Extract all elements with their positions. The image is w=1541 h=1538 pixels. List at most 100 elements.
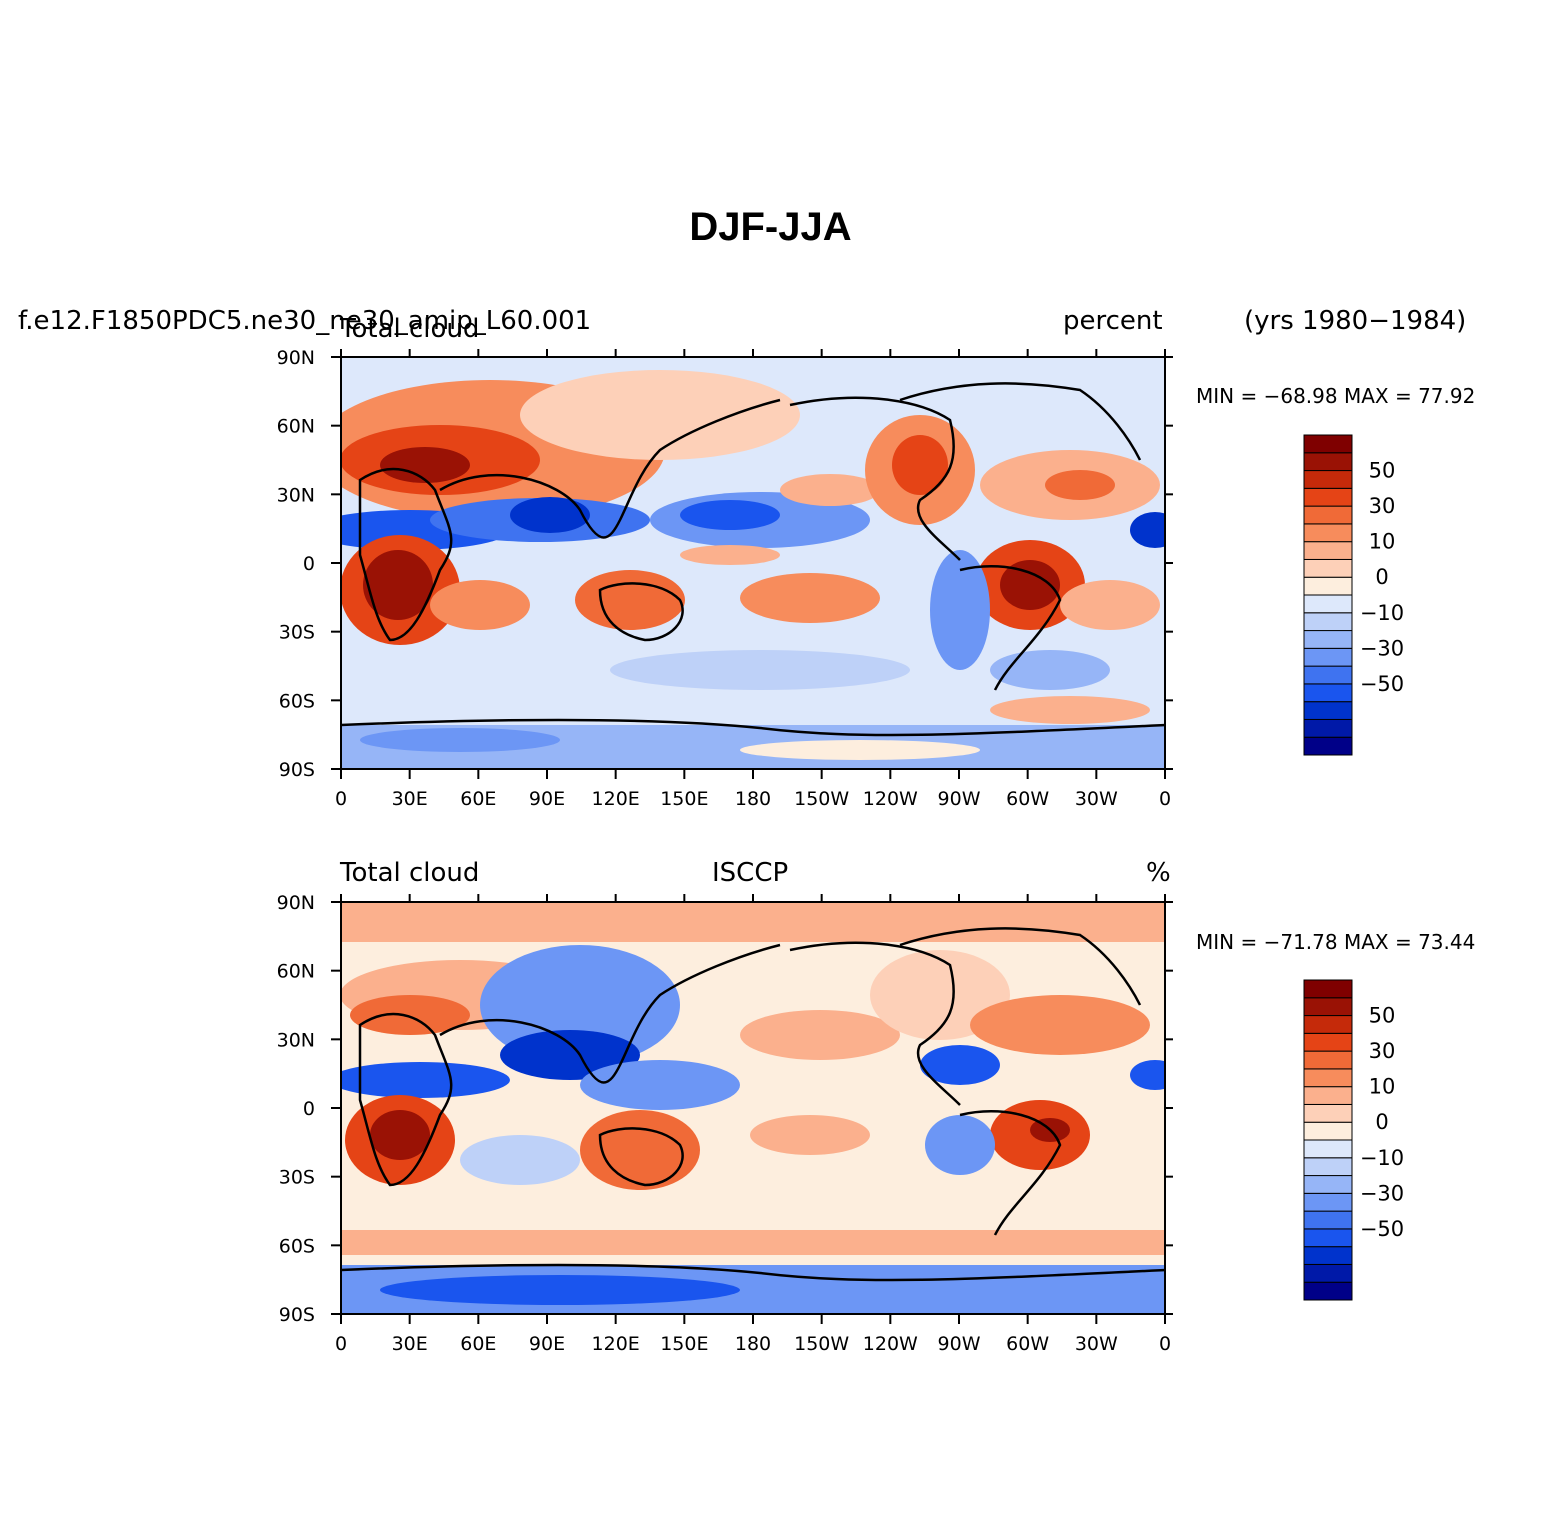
panel1-x-tick-label: 150W bbox=[794, 788, 849, 810]
colorbar-2: 50 30 10 0 −10 −30 −50 bbox=[1303, 979, 1404, 1301]
panel1-units-label: percent bbox=[1063, 306, 1163, 336]
colorbar1-box bbox=[1303, 718, 1353, 738]
colorbar2-box bbox=[1303, 979, 1353, 999]
panel2-coastlines bbox=[341, 927, 1165, 1282]
panel1-y-tick-label: 90S bbox=[279, 759, 315, 781]
colorbar2-box bbox=[1303, 1050, 1353, 1070]
panel2-variable-label: Total cloud bbox=[340, 858, 480, 888]
panel2-axis-ticks: 0 30E 60E 90E 120E 150E 180 150W 120W 90W 60W 30W 09… bbox=[277, 892, 1173, 1355]
colorbar1-box bbox=[1303, 683, 1353, 703]
colorbar2-box bbox=[1303, 1139, 1353, 1159]
panel1-contour-field bbox=[341, 357, 1165, 769]
colorbar1-label: 10 bbox=[1369, 530, 1396, 554]
panel2-x-tick-label: 0 bbox=[1159, 1333, 1171, 1355]
colorbar1-box bbox=[1303, 701, 1353, 720]
panel1-x-tick-label: 120E bbox=[592, 788, 640, 810]
panel1-x-tick-label: 30E bbox=[392, 788, 428, 810]
panel2-source-label: ISCCP bbox=[712, 858, 789, 888]
panel1-y-tick-label: 60N bbox=[277, 416, 315, 438]
colorbar1-box bbox=[1303, 558, 1353, 578]
panel1-y-tick-label: 60S bbox=[279, 690, 315, 712]
panel2-x-tick-label: 180 bbox=[735, 1333, 771, 1355]
panel1-x-tick-label: 30W bbox=[1075, 788, 1118, 810]
panel2-y-tick-label: 60S bbox=[279, 1235, 315, 1257]
colorbar2-box bbox=[1303, 1263, 1353, 1283]
colorbar1-box bbox=[1303, 630, 1353, 649]
map-panel-1: 0 30E 60E 90E 120E 150E 180 150W 120W 90W 60W 30W 09… bbox=[277, 347, 1173, 810]
panel2-units-label: % bbox=[1146, 858, 1171, 888]
panel1-y-tick-label: 0 bbox=[303, 553, 315, 575]
colorbar2-label: 10 bbox=[1369, 1075, 1396, 1099]
colorbar2-label: 0 bbox=[1375, 1110, 1388, 1134]
colorbar1-box bbox=[1303, 523, 1353, 543]
colorbar2-label: 50 bbox=[1369, 1004, 1396, 1028]
colorbar1-box bbox=[1303, 594, 1353, 614]
panel1-x-tick-label: 120W bbox=[863, 788, 918, 810]
panel2-x-tick-label: 90W bbox=[938, 1333, 981, 1355]
colorbar1-label: −50 bbox=[1360, 672, 1404, 696]
panel2-x-tick-label: 90E bbox=[529, 1333, 565, 1355]
panel1-variable-label: Total cloud bbox=[340, 314, 480, 344]
panel2-x-tick-label: 120W bbox=[863, 1333, 918, 1355]
colorbar1-label: −10 bbox=[1360, 601, 1404, 625]
colorbar1-label: 50 bbox=[1369, 459, 1396, 483]
colorbar1-box bbox=[1303, 505, 1353, 525]
colorbar2-label: −50 bbox=[1360, 1217, 1404, 1241]
colorbar1-box bbox=[1303, 470, 1353, 489]
colorbar1-box bbox=[1303, 452, 1353, 472]
panel2-x-tick-label: 60W bbox=[1006, 1333, 1049, 1355]
figure-title: DJF-JJA bbox=[689, 205, 852, 249]
colorbar2-box bbox=[1303, 1281, 1353, 1301]
panel1-x-tick-label: 150E bbox=[660, 788, 708, 810]
panel2-contour-field bbox=[341, 902, 1165, 1314]
colorbar2-label: 30 bbox=[1369, 1039, 1396, 1063]
colorbar1-label: 30 bbox=[1369, 494, 1396, 518]
colorbar2-box bbox=[1303, 1246, 1353, 1265]
panel2-x-tick-label: 150W bbox=[794, 1333, 849, 1355]
colorbar2-box bbox=[1303, 1068, 1353, 1088]
panel2-y-tick-label: 0 bbox=[303, 1098, 315, 1120]
panel1-coastlines bbox=[341, 382, 1165, 737]
panel2-x-tick-label: 150E bbox=[660, 1333, 708, 1355]
panel1-y-tick-label: 90N bbox=[277, 347, 315, 369]
panel1-x-tick-label: 60E bbox=[460, 788, 496, 810]
panel2-x-tick-label: 30E bbox=[392, 1333, 428, 1355]
panel1-y-tick-label: 30S bbox=[279, 622, 315, 644]
panel1-x-tick-label: 0 bbox=[1159, 788, 1171, 810]
colorbar1-box bbox=[1303, 665, 1353, 685]
colorbar2-box bbox=[1303, 1192, 1353, 1212]
panel2-y-tick-label: 60N bbox=[277, 961, 315, 983]
colorbar2-box bbox=[1303, 1032, 1353, 1052]
colorbar2-box bbox=[1303, 1228, 1353, 1248]
panel2-x-tick-label: 60E bbox=[460, 1333, 496, 1355]
colorbar1-box bbox=[1303, 647, 1353, 667]
panel2-y-tick-label: 90S bbox=[279, 1304, 315, 1326]
colorbar2-box bbox=[1303, 1210, 1353, 1230]
panel1-case-label: f.e12.F1850PDC5.ne30_ne30_amip_L60.001 bbox=[18, 306, 592, 336]
colorbar2-label: −10 bbox=[1360, 1146, 1404, 1170]
colorbar2-box bbox=[1303, 1015, 1353, 1034]
panel1-years-label: (yrs 1980−1984) bbox=[1244, 306, 1467, 336]
panel2-y-tick-label: 90N bbox=[277, 892, 315, 914]
panel2-y-tick-label: 30N bbox=[277, 1029, 315, 1051]
panel2-x-tick-label: 0 bbox=[335, 1333, 347, 1355]
panel1-y-tick-label: 30N bbox=[277, 484, 315, 506]
map-panel-2: 0 30E 60E 90E 120E 150E 180 150W 120W 90W 60W 30W 09… bbox=[277, 892, 1173, 1355]
panel1-axis-ticks: 0 30E 60E 90E 120E 150E 180 150W 120W 90W 60W 30W 09… bbox=[277, 347, 1173, 810]
colorbar1-box bbox=[1303, 541, 1353, 560]
panel1-x-tick-label: 0 bbox=[335, 788, 347, 810]
colorbar2-box bbox=[1303, 1121, 1353, 1141]
colorbar1-label: 0 bbox=[1375, 565, 1388, 589]
panel2-y-tick-label: 30S bbox=[279, 1167, 315, 1189]
panel2-minmax: MIN = −71.78 MAX = 73.44 bbox=[1196, 930, 1476, 954]
panel1-x-tick-label: 60W bbox=[1006, 788, 1049, 810]
panel2-x-tick-label: 30W bbox=[1075, 1333, 1118, 1355]
colorbar2-box bbox=[1303, 1086, 1353, 1105]
panel1-minmax: MIN = −68.98 MAX = 77.92 bbox=[1196, 384, 1476, 408]
colorbar1-label: −30 bbox=[1360, 636, 1404, 660]
colorbar1-box bbox=[1303, 487, 1353, 507]
panel1-x-tick-label: 90W bbox=[938, 788, 981, 810]
panel2-x-tick-label: 120E bbox=[592, 1333, 640, 1355]
colorbar-1: 50 30 10 0 −10 −30 −50 bbox=[1303, 434, 1404, 756]
colorbar1-box bbox=[1303, 576, 1353, 596]
